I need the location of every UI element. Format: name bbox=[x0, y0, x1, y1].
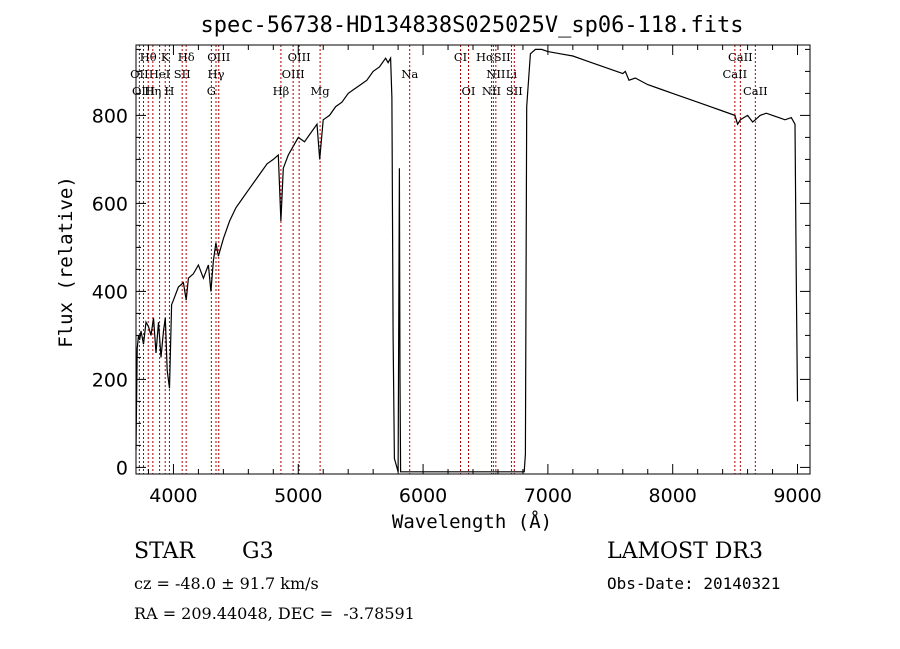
y-tick-label: 800 bbox=[92, 105, 128, 127]
plot-frame bbox=[135, 44, 811, 475]
object-subclass: G3 bbox=[242, 539, 274, 564]
spectral-line-label: CaII bbox=[743, 84, 768, 98]
y-tick-label: 0 bbox=[116, 457, 128, 479]
spectral-line-label: G bbox=[207, 84, 216, 98]
spectral-line-label: NII bbox=[482, 84, 501, 98]
coordinates-readout: RA = 209.44048, DEC = -3.78591 bbox=[134, 604, 415, 623]
spectral-line-label: H bbox=[164, 84, 174, 98]
x-tick-label: 9000 bbox=[773, 485, 821, 507]
chart-title: spec-56738-HD134838S025025V_sp06-118.fit… bbox=[200, 13, 743, 38]
y-tick-label: 600 bbox=[92, 193, 128, 215]
x-axis-label: Wavelength (Å) bbox=[392, 510, 552, 533]
spectral-line-label: K bbox=[161, 50, 170, 64]
spectral-line-label: Hθ bbox=[140, 50, 157, 64]
spectral-line-label: SII bbox=[174, 67, 191, 81]
spectral-line-label: OIII bbox=[282, 67, 305, 81]
spectral-line-label: CaII bbox=[728, 50, 753, 64]
x-tick-label: 8000 bbox=[649, 485, 697, 507]
spectral-line-label: Na bbox=[401, 67, 418, 81]
y-tick-label: 200 bbox=[92, 369, 128, 391]
spectral-line-label: OII bbox=[130, 67, 149, 81]
spectral-line-label: NII bbox=[486, 67, 505, 81]
spectral-line-label: Mg bbox=[311, 84, 331, 98]
spectral-line-label: OIII bbox=[132, 84, 155, 98]
spectral-line-label: Li bbox=[506, 67, 518, 81]
spectral-line-markers: Hθ K Hδ OIII OIII CI HαSII CaII OII HeI SII Hγ OIII N… bbox=[130, 45, 768, 474]
y-axis-label: Flux (relative) bbox=[55, 176, 77, 348]
spectral-line-label: Hδ bbox=[178, 50, 195, 64]
spectral-line-label: HαSII bbox=[476, 50, 511, 64]
spectral-line-label: HeI bbox=[149, 67, 170, 81]
x-tick-label: 4000 bbox=[149, 485, 197, 507]
spectral-line-label: Hβ bbox=[273, 84, 290, 98]
spectral-line-label: CaII bbox=[722, 67, 747, 81]
spectral-line-label: Hη bbox=[144, 84, 161, 98]
spectral-line-label: OI bbox=[462, 84, 476, 98]
spectral-line-label: OIII bbox=[207, 50, 230, 64]
axis-ticks: 4000 5000 6000 7000 8000 9000 0 200 400 600 800 bbox=[92, 45, 822, 507]
spectral-line-label: Hγ bbox=[208, 67, 225, 81]
x-tick-label: 6000 bbox=[399, 485, 447, 507]
observation-date: Obs-Date: 20140321 bbox=[607, 574, 781, 593]
object-class: STAR bbox=[134, 539, 195, 564]
spectral-line-label: OIII bbox=[288, 50, 311, 64]
redshift-readout: cz = -48.0 ± 91.7 km/s bbox=[134, 574, 319, 593]
x-tick-label: 5000 bbox=[274, 485, 322, 507]
spectral-line-label: SII bbox=[506, 84, 523, 98]
survey-name: LAMOST DR3 bbox=[607, 539, 763, 564]
x-tick-label: 7000 bbox=[524, 485, 572, 507]
y-tick-label: 400 bbox=[92, 281, 128, 303]
spectral-line-label: CI bbox=[454, 50, 467, 64]
spectrum-series-line bbox=[135, 48, 799, 473]
